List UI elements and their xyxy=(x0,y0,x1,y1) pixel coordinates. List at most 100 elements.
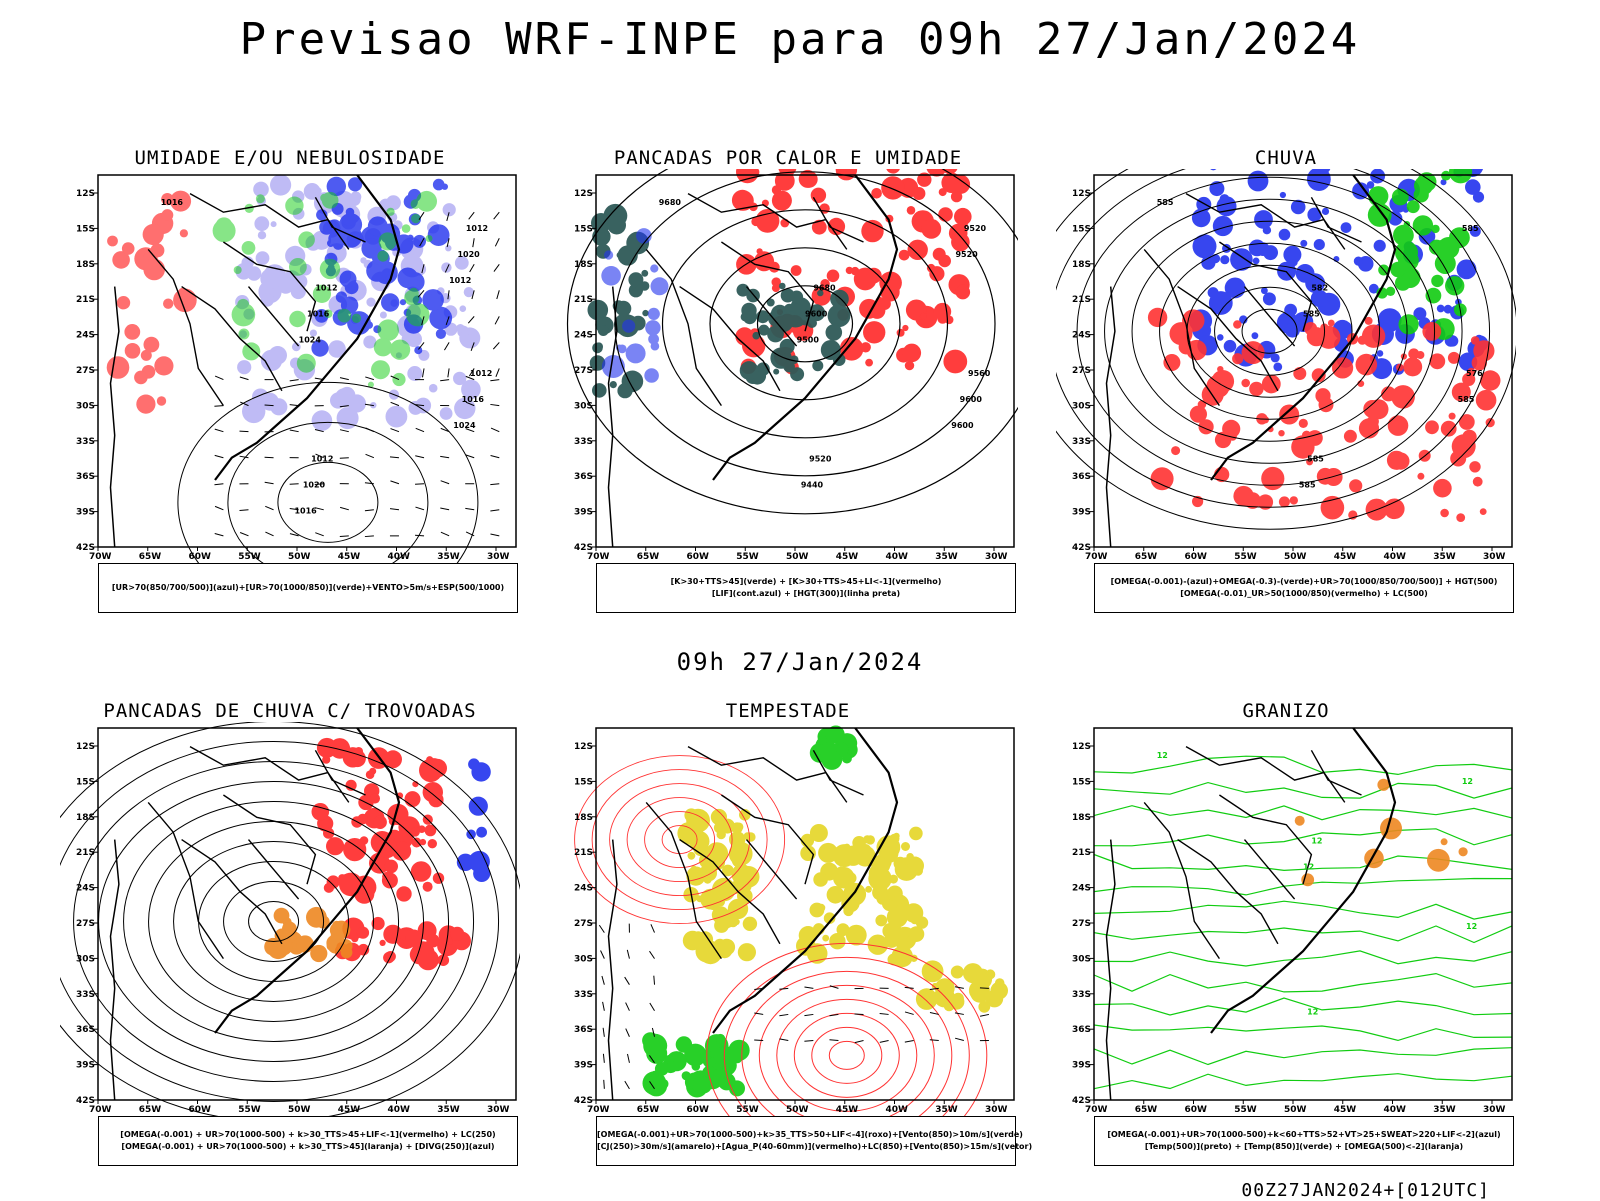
field-cell xyxy=(790,367,804,381)
field-cell xyxy=(1253,258,1260,265)
field-cell xyxy=(1449,413,1456,420)
field-cell xyxy=(213,219,236,242)
field-cell xyxy=(1445,276,1464,295)
field-cell xyxy=(861,342,871,352)
field-cell xyxy=(117,296,130,309)
lat-label: 36S xyxy=(1072,472,1091,482)
field-cell xyxy=(882,923,898,939)
field-cell xyxy=(879,298,891,310)
contour-label: 576 xyxy=(1466,369,1483,378)
field-cell xyxy=(1279,229,1291,241)
field-cell xyxy=(1307,208,1321,222)
legend-line: [CJ(250)>30m/s](amarelo)+[Agua_P(40-60mm… xyxy=(597,1141,1015,1153)
field-cell xyxy=(716,1034,726,1044)
wind-arrow xyxy=(490,404,499,405)
field-cell xyxy=(695,1077,712,1094)
lat-label: 21S xyxy=(1072,848,1091,858)
wind-arrow xyxy=(440,380,449,381)
field-cell xyxy=(320,259,340,279)
lat-label: 18S xyxy=(574,260,593,270)
field-cell xyxy=(1349,479,1362,492)
wind-arrow xyxy=(390,481,399,484)
field-cell xyxy=(1476,390,1497,411)
field-cell xyxy=(426,756,433,763)
lat-label: 33S xyxy=(574,437,593,447)
field-cell xyxy=(440,407,453,420)
field-cell xyxy=(1220,255,1229,264)
wind-arrow xyxy=(240,377,249,380)
wind-arrow xyxy=(215,455,224,457)
field-cell xyxy=(985,969,995,979)
field-cell xyxy=(610,381,617,388)
wind-arrow xyxy=(465,508,474,509)
field-cell xyxy=(469,851,490,872)
wind-arrow xyxy=(415,535,424,536)
lon-label: 30W xyxy=(985,552,1008,562)
field-cell xyxy=(865,886,872,893)
temp850-line xyxy=(1094,974,1512,992)
field-cell xyxy=(592,343,603,354)
field-cell xyxy=(651,277,669,295)
field-cell xyxy=(1299,419,1308,428)
contour-label: 9520 xyxy=(955,250,978,259)
field-cell xyxy=(360,257,366,263)
wind-arrow xyxy=(470,264,475,272)
lon-label: 60W xyxy=(1185,552,1208,562)
lon-label: 40W xyxy=(886,552,909,562)
lon-label: 30W xyxy=(1483,1105,1506,1115)
field-cell xyxy=(460,305,467,312)
wind-arrow xyxy=(390,457,399,458)
wind-arrow xyxy=(880,1013,889,1014)
field-cell xyxy=(819,203,829,213)
lon-label: 35W xyxy=(1433,1105,1456,1115)
wind-arrow xyxy=(365,536,374,537)
field-cell xyxy=(1220,194,1230,204)
field-cell xyxy=(443,203,456,216)
field-cell xyxy=(381,293,399,311)
wind-arrow xyxy=(340,378,349,380)
field-cell xyxy=(237,360,251,374)
lon-label: 50W xyxy=(288,552,311,562)
wind-arrow xyxy=(441,532,449,536)
lat-label: 33S xyxy=(76,437,95,447)
field-cell xyxy=(692,1062,701,1071)
field-cell xyxy=(735,327,753,345)
contour-label: 585 xyxy=(1458,395,1475,404)
field-cell xyxy=(476,827,487,838)
wind-arrow xyxy=(240,456,249,458)
west-coastline xyxy=(609,840,617,1100)
field-cell xyxy=(256,251,270,265)
lat-label: 15S xyxy=(76,224,95,234)
field-cell xyxy=(783,312,799,328)
field-cell xyxy=(592,383,607,398)
wind-arrow xyxy=(779,988,788,989)
field-cell xyxy=(256,194,265,203)
temp850-line xyxy=(1094,951,1512,966)
lat-label: 18S xyxy=(1072,260,1091,270)
temp850-line xyxy=(1094,926,1512,943)
field-cell xyxy=(357,927,369,939)
field-cell xyxy=(270,398,287,415)
field-cell xyxy=(1370,169,1385,184)
lat-label: 36S xyxy=(574,1025,593,1035)
field-cell xyxy=(737,840,744,847)
field-cell xyxy=(718,939,735,956)
field-patch xyxy=(916,960,1008,1012)
contour-line xyxy=(707,943,987,1122)
lat-label: 12S xyxy=(76,742,95,752)
field-patch xyxy=(1295,779,1468,887)
field-cell xyxy=(341,947,353,959)
field-cell xyxy=(1298,443,1304,449)
lat-label: 27S xyxy=(76,366,95,376)
lat-label: 15S xyxy=(574,777,593,787)
field-cell xyxy=(1444,305,1453,314)
field-cell xyxy=(1368,186,1388,206)
lon-label: 45W xyxy=(836,1105,859,1115)
field-cell xyxy=(1279,496,1290,507)
field-cell xyxy=(908,240,928,260)
field-cell xyxy=(416,191,437,212)
